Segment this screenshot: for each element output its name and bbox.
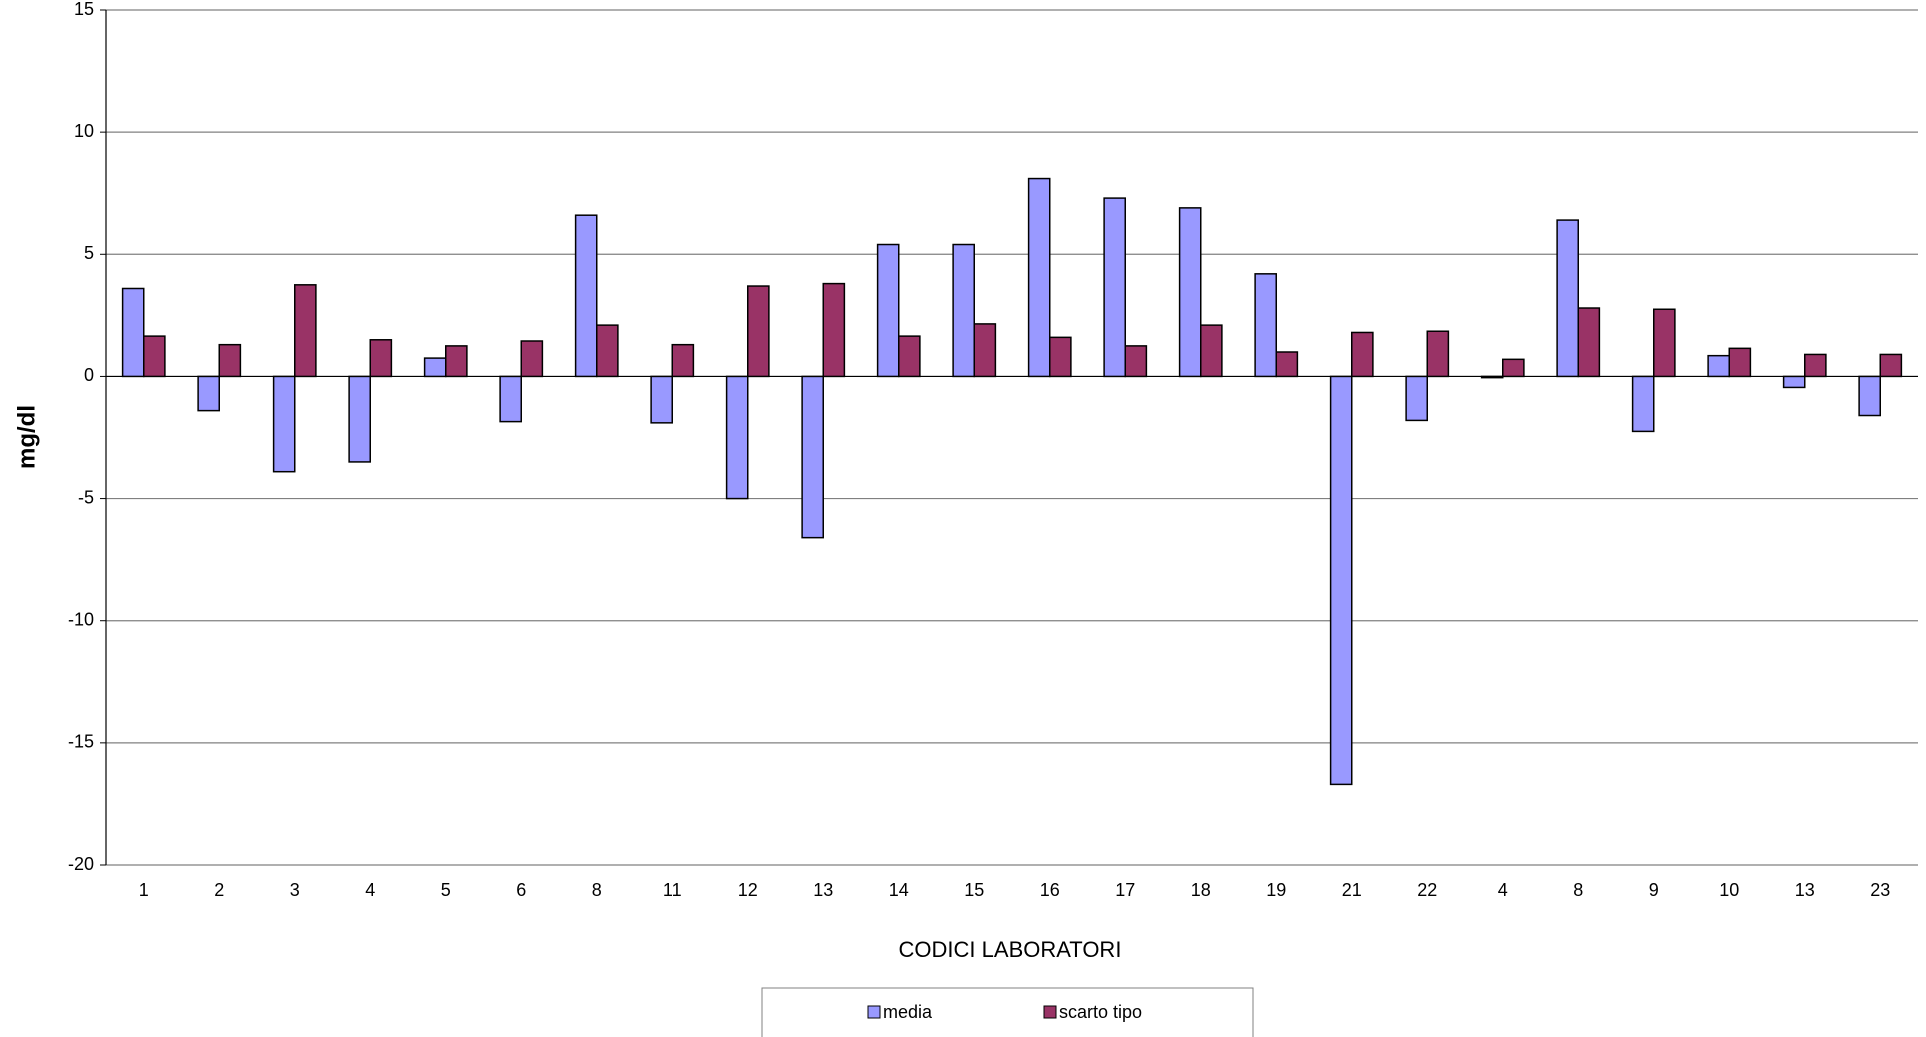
bar (650, 375, 673, 424)
x-tick-label: 6 (516, 880, 526, 900)
y-axis-title: mg/dl (13, 405, 40, 469)
bar (1027, 177, 1051, 378)
x-tick-label: 14 (889, 880, 909, 900)
x-tick-label: 3 (290, 880, 300, 900)
bar (121, 287, 145, 378)
bar (423, 357, 447, 378)
x-tick-label: 10 (1719, 880, 1739, 900)
bar (1103, 197, 1126, 378)
bar (801, 375, 824, 539)
x-tick-label: 1 (139, 880, 149, 900)
x-tick-label: 5 (441, 880, 451, 900)
bar (1858, 375, 1881, 417)
bar (973, 323, 997, 378)
bar (348, 375, 371, 463)
y-tick-label: 10 (74, 121, 94, 141)
bar (1879, 353, 1903, 378)
y-tick-label: -5 (78, 487, 94, 507)
bar (369, 339, 393, 378)
bar (1502, 358, 1525, 378)
y-tick-label: -20 (68, 854, 94, 874)
bar (1782, 375, 1806, 389)
bar (1631, 375, 1655, 433)
x-tick-label: 8 (592, 880, 602, 900)
bar (1178, 207, 1202, 378)
y-tick-label: 5 (84, 243, 94, 263)
bar (952, 243, 975, 378)
x-tick-label: 19 (1266, 880, 1286, 900)
bar (725, 375, 749, 500)
bar (898, 335, 921, 378)
x-tick-label: 23 (1870, 880, 1890, 900)
bar (197, 375, 220, 412)
x-axis-title: CODICI LABORATORI (899, 937, 1122, 962)
bar (445, 345, 468, 378)
x-tick-label: 12 (738, 880, 758, 900)
bar (1426, 330, 1450, 378)
bar (1480, 375, 1504, 379)
bar (1556, 219, 1579, 378)
legend-swatch (1043, 1005, 1057, 1019)
bar (1577, 307, 1601, 378)
x-tick-label: 21 (1342, 880, 1362, 900)
x-tick-label: 4 (365, 880, 375, 900)
bar (1329, 375, 1353, 786)
bar (1049, 336, 1072, 378)
bar (596, 324, 619, 378)
x-tick-label: 13 (1795, 880, 1815, 900)
bar (574, 214, 598, 378)
bar (671, 343, 695, 378)
bar (294, 284, 317, 378)
legend-swatch (867, 1005, 881, 1019)
bar (1124, 345, 1148, 378)
x-tick-label: 18 (1191, 880, 1211, 900)
bar (1275, 351, 1299, 378)
bar (499, 375, 522, 423)
bar (1804, 353, 1827, 378)
bar (876, 243, 900, 378)
bar (747, 285, 770, 378)
x-tick-label: 11 (663, 880, 682, 900)
x-tick-label: 15 (964, 880, 984, 900)
x-tick-label: 9 (1649, 880, 1659, 900)
bar (1707, 354, 1730, 378)
bar (218, 343, 242, 378)
legend-box (761, 987, 1254, 1037)
bar (1653, 308, 1676, 378)
x-tick-label: 22 (1417, 880, 1437, 900)
bar (1728, 347, 1752, 378)
y-tick-label: 0 (84, 365, 94, 385)
y-tick-label: 15 (74, 0, 94, 19)
bar (822, 282, 846, 378)
bar (520, 340, 544, 378)
x-tick-label: 13 (813, 880, 833, 900)
bar (143, 335, 166, 378)
bar (1405, 375, 1428, 422)
x-tick-label: 8 (1573, 880, 1583, 900)
x-tick-label: 16 (1040, 880, 1060, 900)
x-tick-label: 4 (1498, 880, 1508, 900)
bar (1200, 324, 1223, 378)
bar (1254, 273, 1277, 378)
y-tick-label: -15 (68, 732, 94, 752)
bar (1351, 331, 1374, 378)
y-tick-label: -10 (68, 609, 94, 629)
bar (272, 375, 296, 473)
x-tick-label: 2 (214, 880, 224, 900)
x-tick-label: 17 (1115, 880, 1135, 900)
legend-label: media (883, 1002, 933, 1022)
legend-label: scarto tipo (1059, 1002, 1142, 1022)
